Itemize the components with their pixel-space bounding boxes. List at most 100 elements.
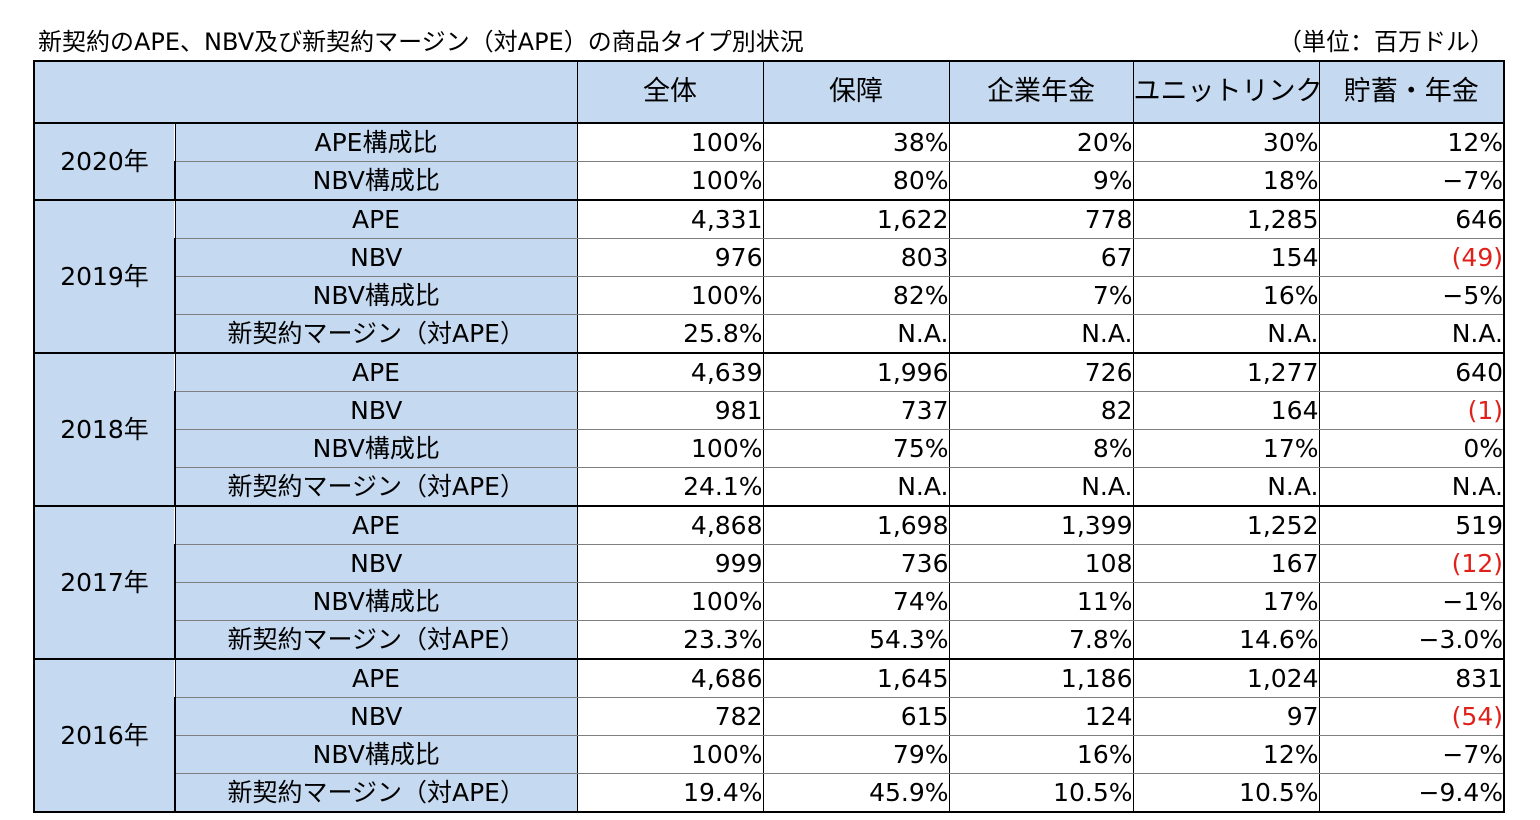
- value-cell: 17%: [1132, 429, 1320, 468]
- table-row: 新契約マージン（対APE） 24.1% N.A. N.A. N.A. N.A.: [34, 467, 1505, 507]
- value-cell: −9.4%: [1318, 773, 1505, 813]
- value-cell: 100%: [576, 582, 764, 621]
- value-cell: 737: [762, 391, 950, 430]
- table-row: NBV構成比 100% 79% 16% 12% −7%: [34, 735, 1505, 774]
- value-cell: 7%: [948, 276, 1134, 315]
- value-cell: 25.8%: [576, 314, 764, 354]
- value-cell: N.A.: [948, 467, 1134, 507]
- row-label: APE: [174, 505, 578, 545]
- value-cell: 100%: [576, 735, 764, 774]
- value-cell: (12): [1318, 544, 1505, 583]
- value-cell: 16%: [1132, 276, 1320, 315]
- year-cell: 2016年: [33, 658, 176, 813]
- value-cell: 4,639: [576, 352, 764, 392]
- value-cell: 23.3%: [576, 620, 764, 660]
- table-row: 新契約マージン（対APE） 19.4% 45.9% 10.5% 10.5% −9.4%: [34, 773, 1505, 813]
- value-cell: N.A.: [762, 467, 950, 507]
- value-cell: 167: [1132, 544, 1320, 583]
- value-cell: 646: [1318, 199, 1505, 239]
- column-header: 保障: [762, 60, 950, 124]
- value-cell: (1): [1318, 391, 1505, 430]
- value-cell: 12%: [1132, 735, 1320, 774]
- value-cell: 20%: [948, 122, 1134, 162]
- table-row: 2019年 APE 4,331 1,622 778 1,285 646: [33, 199, 1505, 354]
- value-cell: 100%: [576, 122, 764, 162]
- column-header: ユニットリンク: [1132, 60, 1320, 124]
- value-cell: 1,024: [1132, 658, 1320, 698]
- value-cell: 782: [576, 697, 764, 736]
- value-cell: 778: [948, 199, 1134, 239]
- value-cell: 519: [1318, 505, 1505, 545]
- value-cell: 45.9%: [762, 773, 950, 813]
- table-row: NBV 981 737 82 164 (1): [34, 391, 1505, 430]
- table-row: 2020年 APE構成比 100% 38% 20% 30% 12%: [33, 122, 1505, 201]
- value-cell: 38%: [762, 122, 950, 162]
- row-label: NBV構成比: [174, 276, 578, 315]
- row-label: APE: [174, 658, 578, 698]
- value-cell: 17%: [1132, 582, 1320, 621]
- value-cell: 981: [576, 391, 764, 430]
- value-cell: 12%: [1318, 122, 1505, 162]
- value-cell: −7%: [1318, 161, 1505, 201]
- value-cell: 4,868: [576, 505, 764, 545]
- table-row: NBV 999 736 108 167 (12): [34, 544, 1505, 583]
- year-cell: 2017年: [33, 505, 176, 660]
- value-cell: 9%: [948, 161, 1134, 201]
- value-cell: 1,285: [1132, 199, 1320, 239]
- value-cell: 10.5%: [1132, 773, 1320, 813]
- value-cell: 97: [1132, 697, 1320, 736]
- value-cell: 11%: [948, 582, 1134, 621]
- header-corner: [33, 60, 578, 124]
- row-label: NBV: [174, 544, 578, 583]
- row-label: NBV: [174, 238, 578, 277]
- year-cell: 2018年: [33, 352, 176, 507]
- value-cell: 79%: [762, 735, 950, 774]
- row-label: APE構成比: [174, 122, 578, 162]
- value-cell: (49): [1318, 238, 1505, 277]
- table-row: NBV構成比 100% 82% 7% 16% −5%: [34, 276, 1505, 315]
- row-label: 新契約マージン（対APE）: [174, 773, 578, 813]
- value-cell: −3.0%: [1318, 620, 1505, 660]
- value-cell: 1,186: [948, 658, 1134, 698]
- column-header: 企業年金: [948, 60, 1134, 124]
- row-label: 新契約マージン（対APE）: [174, 620, 578, 660]
- value-cell: 999: [576, 544, 764, 583]
- row-label: NBV: [174, 697, 578, 736]
- value-cell: 30%: [1132, 122, 1320, 162]
- value-cell: 7.8%: [948, 620, 1134, 660]
- column-header: 全体: [576, 60, 764, 124]
- table-row: NBV 782 615 124 97 (54): [34, 697, 1505, 736]
- table-title: 新契約のAPE、NBV及び新契約マージン（対APE）の商品タイプ別状況: [38, 28, 804, 56]
- value-cell: 1,277: [1132, 352, 1320, 392]
- value-cell: 736: [762, 544, 950, 583]
- table-row: 新契約マージン（対APE） 25.8% N.A. N.A. N.A. N.A.: [34, 314, 1505, 354]
- value-cell: 75%: [762, 429, 950, 468]
- row-label: APE: [174, 199, 578, 239]
- value-cell: −7%: [1318, 735, 1505, 774]
- value-cell: 1,622: [762, 199, 950, 239]
- value-cell: 100%: [576, 429, 764, 468]
- value-cell: 100%: [576, 276, 764, 315]
- value-cell: −5%: [1318, 276, 1505, 315]
- value-cell: 976: [576, 238, 764, 277]
- table-row: NBV 976 803 67 154 (49): [34, 238, 1505, 277]
- value-cell: 1,252: [1132, 505, 1320, 545]
- row-label: NBV: [174, 391, 578, 430]
- value-cell: 67: [948, 238, 1134, 277]
- value-cell: 154: [1132, 238, 1320, 277]
- value-cell: 4,331: [576, 199, 764, 239]
- row-label: 新契約マージン（対APE）: [174, 467, 578, 507]
- value-cell: 54.3%: [762, 620, 950, 660]
- row-label: NBV構成比: [174, 735, 578, 774]
- value-cell: 19.4%: [576, 773, 764, 813]
- year-cell: 2019年: [33, 199, 176, 354]
- table-row: 2017年 APE 4,868 1,698 1,399 1,252 519: [33, 505, 1505, 660]
- value-cell: 108: [948, 544, 1134, 583]
- row-label: NBV構成比: [174, 429, 578, 468]
- header-row: 全体 保障 企業年金 ユニットリンク 貯蓄・年金: [33, 60, 1505, 124]
- value-cell: 803: [762, 238, 950, 277]
- value-cell: 100%: [576, 161, 764, 201]
- row-label: 新契約マージン（対APE）: [174, 314, 578, 354]
- value-cell: N.A.: [1132, 314, 1320, 354]
- value-cell: 1,399: [948, 505, 1134, 545]
